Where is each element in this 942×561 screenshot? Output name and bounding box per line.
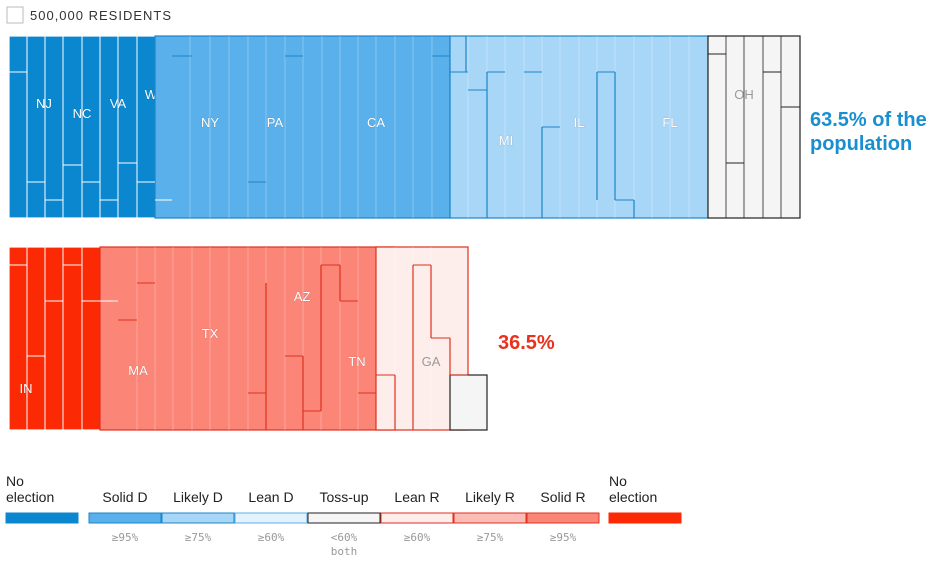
legend-swatch-lean_d — [234, 512, 308, 524]
state-label-nc: NC — [73, 106, 92, 121]
state-label-il: IL — [574, 115, 585, 130]
legend-label-2: Likely D — [173, 489, 223, 505]
legend-label-3: Lean D — [248, 489, 293, 505]
legend-label-8: No — [609, 473, 627, 489]
legend-threshold-5: ≥60% — [404, 531, 431, 544]
republican-row: IN MA TX AZ TN GA — [8, 246, 488, 431]
legend-label-5: Lean R — [394, 489, 439, 505]
state-label-in: IN — [20, 381, 33, 396]
state-label-tn: TN — [348, 354, 365, 369]
legend-threshold-2: ≥75% — [185, 531, 212, 544]
legend-swatch-solid_d — [88, 512, 162, 524]
block-dem-no_election_d — [8, 35, 173, 219]
legend-label-0: No — [6, 473, 24, 489]
state-label-fl: FL — [662, 115, 677, 130]
state-label-mi: MI — [499, 133, 513, 148]
legend-threshold-1: ≥95% — [112, 531, 139, 544]
legend-threshold-6: ≥75% — [477, 531, 504, 544]
democratic-row: NJNCVAWANYPACAMIILFLOH — [8, 35, 801, 219]
block-rep-tossup — [449, 374, 488, 431]
legend-threshold-3: ≥60% — [258, 531, 285, 544]
block-dem-tossup — [707, 35, 801, 219]
legend-swatch-no_election_d — [5, 512, 79, 524]
state-label-az: AZ — [294, 289, 311, 304]
state-label-ma: MA — [128, 363, 148, 378]
scale-unit-square — [6, 6, 24, 24]
dem-share-line2: population — [810, 133, 912, 155]
state-label-ny: NY — [201, 115, 219, 130]
legend-label-0-line2: election — [6, 489, 54, 505]
state-label-pa: PA — [267, 115, 284, 130]
block-dem-solid_d — [154, 35, 451, 219]
legend-label-4: Toss-up — [319, 489, 368, 505]
rep-share: 36.5% — [498, 332, 555, 354]
legend-label-6: Likely R — [465, 489, 515, 505]
legend-threshold-7: ≥95% — [550, 531, 577, 544]
state-label-va: VA — [110, 96, 127, 111]
scale-label: 500,000 RESIDENTS — [30, 8, 172, 23]
legend-swatch-no_election_r — [608, 512, 682, 524]
legend-label-1: Solid D — [102, 489, 147, 505]
state-label-oh: OH — [734, 87, 754, 102]
state-label-ga: GA — [422, 354, 441, 369]
legend-threshold-4: <60% — [331, 531, 358, 544]
state-label-ca: CA — [367, 115, 385, 130]
legend-swatch-solid_r — [526, 512, 600, 524]
legend-threshold-4-line2: both — [331, 545, 358, 558]
legend-swatch-likely_d — [161, 512, 235, 524]
legend-swatch-likely_r — [453, 512, 527, 524]
block-rep-solid_r — [99, 246, 396, 431]
dem-share-line1: 63.5% of the — [810, 109, 927, 131]
legend-label-8-line2: election — [609, 489, 657, 505]
legend-swatch-tossup — [307, 512, 381, 524]
state-label-nj: NJ — [36, 96, 52, 111]
legend-swatch-lean_r — [380, 512, 454, 524]
legend-label-7: Solid R — [540, 489, 585, 505]
state-label-tx: TX — [202, 326, 219, 341]
